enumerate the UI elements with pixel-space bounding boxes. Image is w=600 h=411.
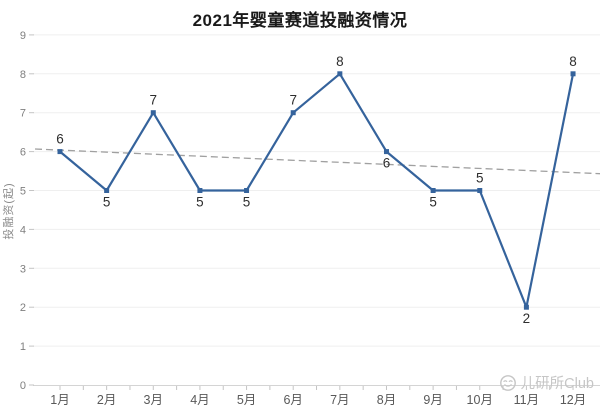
data-point-label: 5: [196, 195, 204, 210]
data-point-label: 5: [476, 171, 484, 186]
y-tick-label: 0: [20, 380, 26, 392]
data-point-label: 8: [569, 54, 577, 69]
chart-title: 2021年婴童赛道投融资情况: [192, 11, 408, 30]
x-tick-label: 1月: [50, 393, 69, 407]
watermark-text: 儿研所Club: [520, 376, 594, 392]
x-tick-label: 7月: [330, 393, 349, 407]
data-point-label: 2: [523, 311, 531, 326]
x-tick-label: 3月: [144, 393, 163, 407]
data-point-marker: [570, 71, 576, 77]
data-point-label: 6: [383, 156, 391, 171]
data-point-marker: [477, 188, 483, 193]
x-tick-label: 6月: [283, 393, 302, 407]
data-point-label: 6: [56, 132, 64, 147]
y-tick-label: 9: [20, 30, 26, 42]
data-point-label: 5: [429, 195, 437, 210]
x-tick-label: 10月: [467, 393, 493, 407]
x-tick-label: 9月: [423, 393, 442, 407]
y-tick-label: 5: [20, 186, 26, 198]
y-tick-label: 2: [20, 302, 26, 314]
data-point-marker: [57, 149, 63, 155]
data-point-label: 5: [243, 195, 251, 210]
data-point-label: 5: [103, 195, 111, 210]
winking-smiley-icon: [499, 374, 517, 392]
x-tick-label: 12月: [560, 393, 586, 407]
x-tick-label: 11月: [514, 393, 539, 407]
y-tick-label: 6: [20, 147, 26, 159]
x-tick-label: 5月: [237, 393, 256, 407]
data-point-label: 7: [150, 93, 158, 108]
y-tick-label: 4: [20, 224, 26, 236]
data-point-label: 8: [336, 54, 344, 69]
data-point-marker: [523, 304, 529, 310]
y-tick-label: 1: [20, 341, 26, 353]
watermark: 儿研所Club: [499, 372, 594, 393]
y-tick-label: 7: [20, 108, 26, 120]
y-tick-label: 3: [20, 263, 26, 275]
x-tick-label: 2月: [97, 393, 116, 407]
data-point-marker: [383, 149, 389, 155]
data-point-label: 7: [289, 93, 297, 108]
data-point-marker: [150, 110, 156, 116]
data-point-marker: [337, 71, 343, 77]
data-point-marker: [290, 110, 296, 116]
data-point-marker: [244, 188, 250, 193]
x-tick-label: 4月: [190, 393, 209, 407]
series-line: [59, 72, 575, 309]
x-tick-label: 8月: [377, 393, 396, 407]
data-point-marker: [104, 188, 110, 193]
y-tick-label: 8: [20, 69, 26, 81]
data-point-marker: [197, 188, 203, 193]
data-point-marker: [430, 188, 436, 193]
